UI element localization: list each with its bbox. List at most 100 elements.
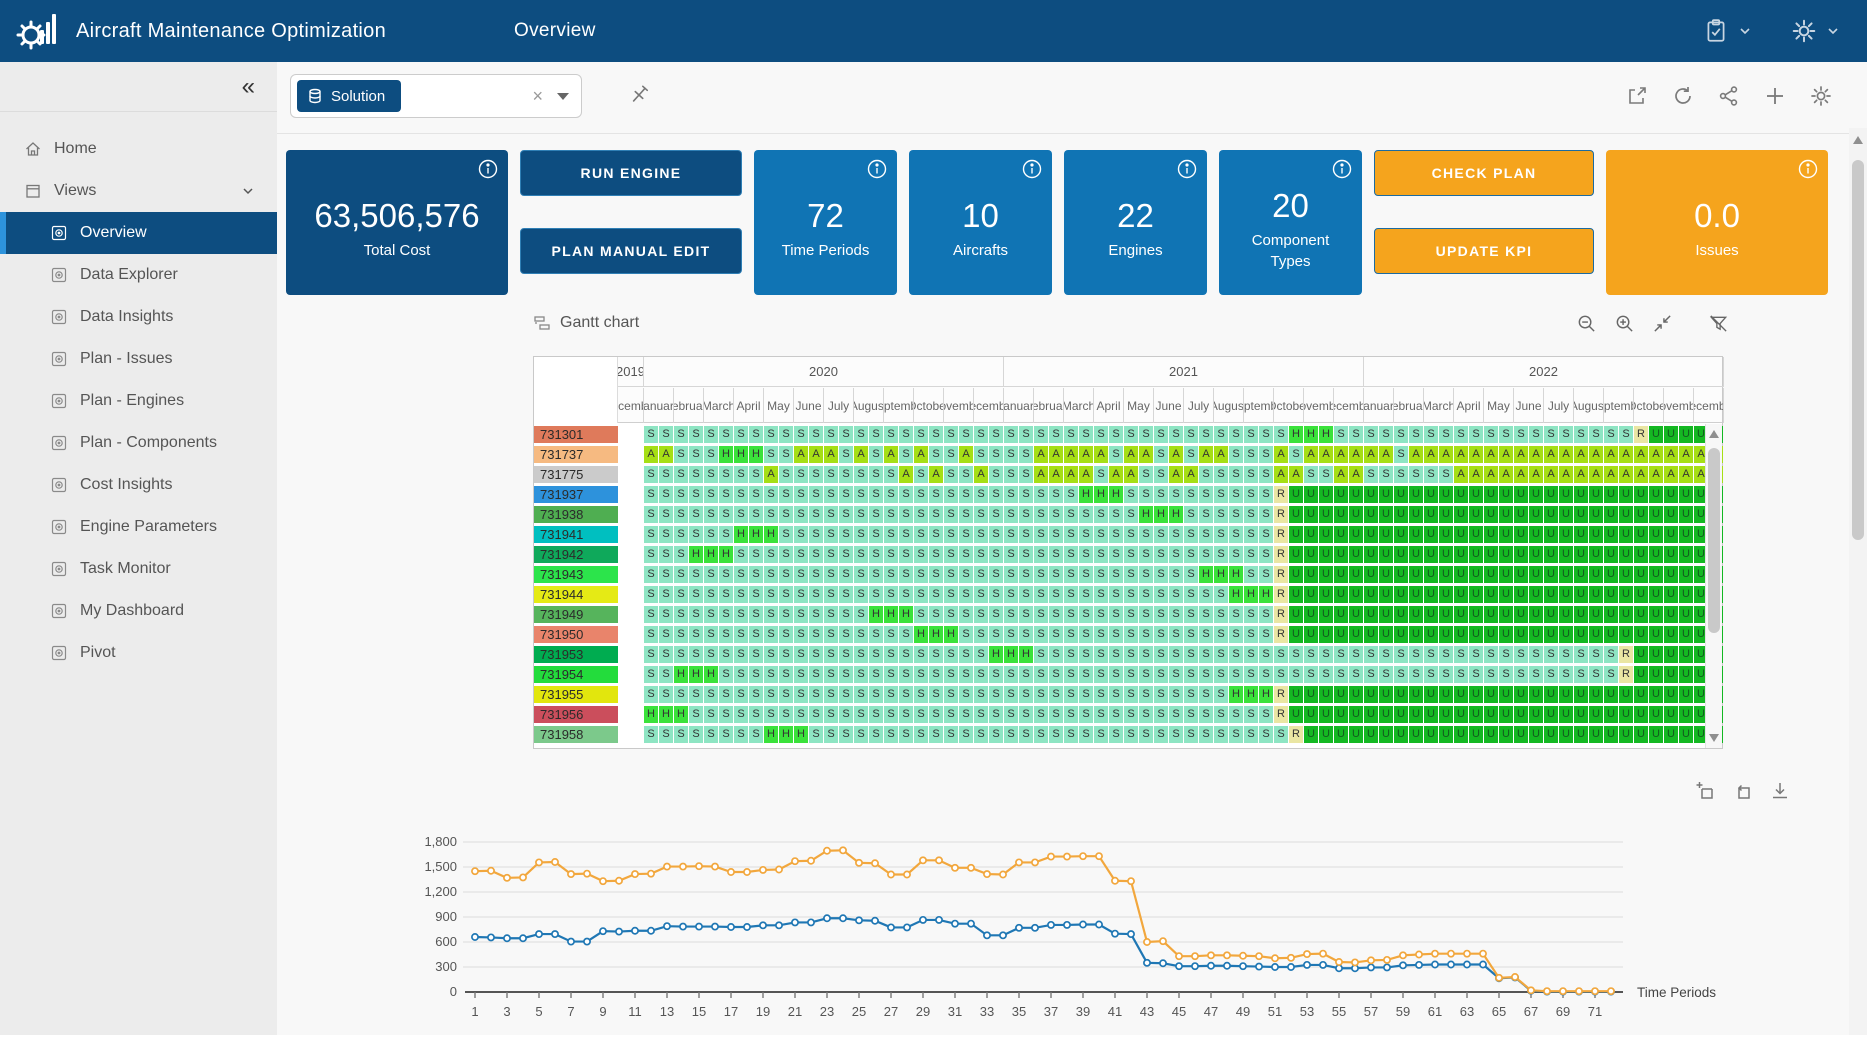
gantt-cell[interactable]: U xyxy=(1544,726,1558,743)
gantt-cell[interactable]: S xyxy=(1454,646,1468,663)
gantt-cell[interactable]: U xyxy=(1529,586,1543,603)
gantt-cell[interactable]: S xyxy=(1244,446,1258,463)
gantt-cell[interactable]: H xyxy=(1244,686,1258,703)
gantt-cell[interactable]: S xyxy=(1229,706,1243,723)
gantt-cell[interactable]: S xyxy=(839,566,853,583)
gantt-cell[interactable]: S xyxy=(1229,426,1243,443)
gantt-cell[interactable]: S xyxy=(719,426,733,443)
gantt-cell[interactable]: S xyxy=(1034,726,1048,743)
gantt-cell[interactable]: U xyxy=(1529,686,1543,703)
gantt-cell[interactable]: U xyxy=(1589,506,1603,523)
gantt-cell[interactable]: S xyxy=(809,626,823,643)
data-point[interactable] xyxy=(1096,921,1102,927)
gantt-cell[interactable]: S xyxy=(899,526,913,543)
gantt-cell[interactable]: S xyxy=(839,686,853,703)
data-point[interactable] xyxy=(1528,987,1534,993)
data-point[interactable] xyxy=(568,871,574,877)
data-point[interactable] xyxy=(504,875,510,881)
gantt-cell[interactable]: U xyxy=(1484,726,1498,743)
gantt-cell[interactable]: A xyxy=(899,466,913,483)
gantt-cell[interactable]: S xyxy=(824,426,838,443)
gantt-cell[interactable]: U xyxy=(1589,626,1603,643)
sidebar-item-views[interactable]: Views xyxy=(0,170,277,212)
data-point[interactable] xyxy=(1368,957,1374,963)
gantt-cell[interactable]: S xyxy=(1094,426,1108,443)
gantt-cell[interactable]: U xyxy=(1334,486,1348,503)
gantt-cell[interactable]: S xyxy=(929,506,943,523)
data-point[interactable] xyxy=(904,924,910,930)
gantt-cell[interactable]: S xyxy=(1019,426,1033,443)
gantt-cell[interactable]: U xyxy=(1349,486,1363,503)
gantt-cell[interactable]: S xyxy=(1124,486,1138,503)
gantt-cell[interactable]: U xyxy=(1349,526,1363,543)
gantt-cell[interactable]: U xyxy=(1514,506,1528,523)
gantt-cell[interactable]: S xyxy=(719,506,733,523)
gantt-cell[interactable]: H xyxy=(1304,426,1318,443)
gantt-cell[interactable]: S xyxy=(674,686,688,703)
gantt-cell[interactable]: S xyxy=(1604,666,1618,683)
gantt-cell[interactable]: U xyxy=(1439,586,1453,603)
gantt-cell[interactable]: S xyxy=(719,726,733,743)
gantt-cell[interactable]: S xyxy=(1109,626,1123,643)
gantt-cell[interactable]: S xyxy=(1109,586,1123,603)
gantt-cell[interactable]: S xyxy=(749,626,763,643)
data-point[interactable] xyxy=(952,865,958,871)
data-point[interactable] xyxy=(1336,965,1342,971)
gantt-cell[interactable]: U xyxy=(1409,566,1423,583)
gantt-cell[interactable]: S xyxy=(1004,706,1018,723)
gantt-cell[interactable]: S xyxy=(1619,426,1633,443)
gantt-cell[interactable]: S xyxy=(1364,646,1378,663)
gantt-cell[interactable]: S xyxy=(1019,626,1033,643)
gantt-cell[interactable]: U xyxy=(1289,506,1303,523)
gantt-cell[interactable]: A xyxy=(809,446,823,463)
gantt-cell[interactable]: S xyxy=(944,506,958,523)
gantt-cell[interactable]: U xyxy=(1409,586,1423,603)
gantt-cell[interactable]: S xyxy=(1349,426,1363,443)
gantt-cell[interactable]: A xyxy=(1169,466,1183,483)
gantt-cell[interactable]: H xyxy=(674,666,688,683)
gantt-cell[interactable]: U xyxy=(1604,506,1618,523)
gantt-cell[interactable]: U xyxy=(1664,606,1678,623)
gantt-cell[interactable]: S xyxy=(1019,686,1033,703)
gantt-cell[interactable]: U xyxy=(1349,506,1363,523)
gantt-cell[interactable]: U xyxy=(1649,666,1663,683)
gantt-cell[interactable]: U xyxy=(1379,706,1393,723)
gantt-cell[interactable]: A xyxy=(1469,446,1483,463)
gantt-cell[interactable]: H xyxy=(1259,686,1273,703)
gantt-row-label[interactable]: 731937 xyxy=(534,486,618,503)
gantt-cell[interactable]: U xyxy=(1409,706,1423,723)
gantt-cell[interactable]: S xyxy=(1124,546,1138,563)
gantt-cell[interactable]: U xyxy=(1439,526,1453,543)
gantt-cell[interactable]: S xyxy=(809,646,823,663)
gantt-cell[interactable]: S xyxy=(1544,646,1558,663)
gantt-cell[interactable]: U xyxy=(1484,486,1498,503)
gantt-cell[interactable]: S xyxy=(1109,506,1123,523)
gantt-cell[interactable]: R xyxy=(1274,706,1288,723)
gantt-cell[interactable]: U xyxy=(1289,586,1303,603)
gantt-cell[interactable]: S xyxy=(1214,526,1228,543)
gantt-cell[interactable]: R xyxy=(1274,566,1288,583)
data-point[interactable] xyxy=(680,863,686,869)
gantt-cell[interactable]: S xyxy=(644,506,658,523)
gantt-cell[interactable]: S xyxy=(1214,486,1228,503)
gantt-cell[interactable]: A xyxy=(1634,466,1648,483)
gantt-cell[interactable]: H xyxy=(779,726,793,743)
gantt-cell[interactable]: S xyxy=(719,486,733,503)
gantt-cell[interactable]: U xyxy=(1544,546,1558,563)
gantt-cell[interactable]: A xyxy=(959,446,973,463)
gantt-cell[interactable]: U xyxy=(1319,726,1333,743)
gantt-cell[interactable]: U xyxy=(1319,706,1333,723)
gantt-cell[interactable]: U xyxy=(1289,686,1303,703)
gantt-cell[interactable]: S xyxy=(1214,606,1228,623)
gantt-cell[interactable]: S xyxy=(704,706,718,723)
gantt-cell[interactable]: S xyxy=(899,626,913,643)
gantt-cell[interactable]: U xyxy=(1514,726,1528,743)
gantt-cell[interactable]: U xyxy=(1334,526,1348,543)
gantt-cell[interactable]: A xyxy=(1499,466,1513,483)
data-point[interactable] xyxy=(792,858,798,864)
gantt-cell[interactable]: S xyxy=(1244,606,1258,623)
gantt-cell[interactable]: S xyxy=(779,506,793,523)
gantt-cell[interactable]: S xyxy=(1109,546,1123,563)
gantt-cell[interactable]: S xyxy=(1244,566,1258,583)
gantt-cell[interactable]: U xyxy=(1574,686,1588,703)
